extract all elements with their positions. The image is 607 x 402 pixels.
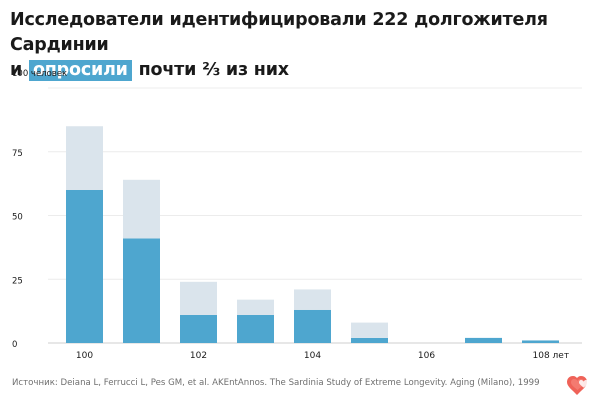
bar-105-segment-1 — [351, 322, 388, 338]
chart-title-line-2: и опросили почти ⅔ из них — [10, 58, 600, 83]
title-suffix: почти ⅔ из них — [138, 60, 289, 80]
bar-101-segment-1 — [123, 179, 160, 239]
bar-104-segment-1 — [294, 289, 331, 310]
y-tick-label: 25 — [12, 276, 23, 286]
bar-100-segment-1 — [66, 126, 103, 190]
x-tick-label-102: 102 — [190, 351, 207, 361]
chart-title-line-1: Исследователи идентифицировали 222 долго… — [10, 10, 548, 55]
bars — [66, 126, 559, 343]
bar-100-segment-0 — [66, 190, 103, 343]
heart-logo-icon — [567, 376, 589, 395]
bar-107-segment-0 — [465, 337, 502, 343]
bar-103-segment-1 — [237, 299, 274, 315]
bar-105-segment-0 — [351, 337, 388, 343]
source-note: Источник: Deiana L, Ferrucci L, Pes GM, … — [12, 378, 540, 388]
bar-104-segment-0 — [294, 309, 331, 343]
y-tick-label: 100 человек — [12, 69, 67, 79]
y-axis-ticks: 0 25 50 75 100 человек — [12, 69, 67, 350]
bar-101-segment-0 — [123, 238, 160, 343]
x-tick-label-108: 108 лет — [533, 351, 570, 361]
chart-title: Исследователи идентифицировали 222 долго… — [10, 8, 600, 83]
x-axis-ticks: 100 102 104 106 108 лет — [76, 351, 569, 361]
title-prefix: и — [10, 60, 23, 80]
y-tick-label: 0 — [12, 340, 17, 350]
bar-102-segment-1 — [180, 281, 217, 315]
x-tick-label-104: 104 — [304, 351, 321, 361]
bar-108-segment-0 — [522, 340, 559, 343]
y-tick-label: 75 — [12, 149, 23, 159]
x-tick-label-100: 100 — [76, 351, 93, 361]
bar-103-segment-0 — [237, 314, 274, 343]
title-highlight: опросили — [28, 60, 132, 81]
y-tick-label: 50 — [12, 213, 23, 223]
x-tick-label-106: 106 — [418, 351, 435, 361]
bar-102-segment-0 — [180, 314, 217, 343]
